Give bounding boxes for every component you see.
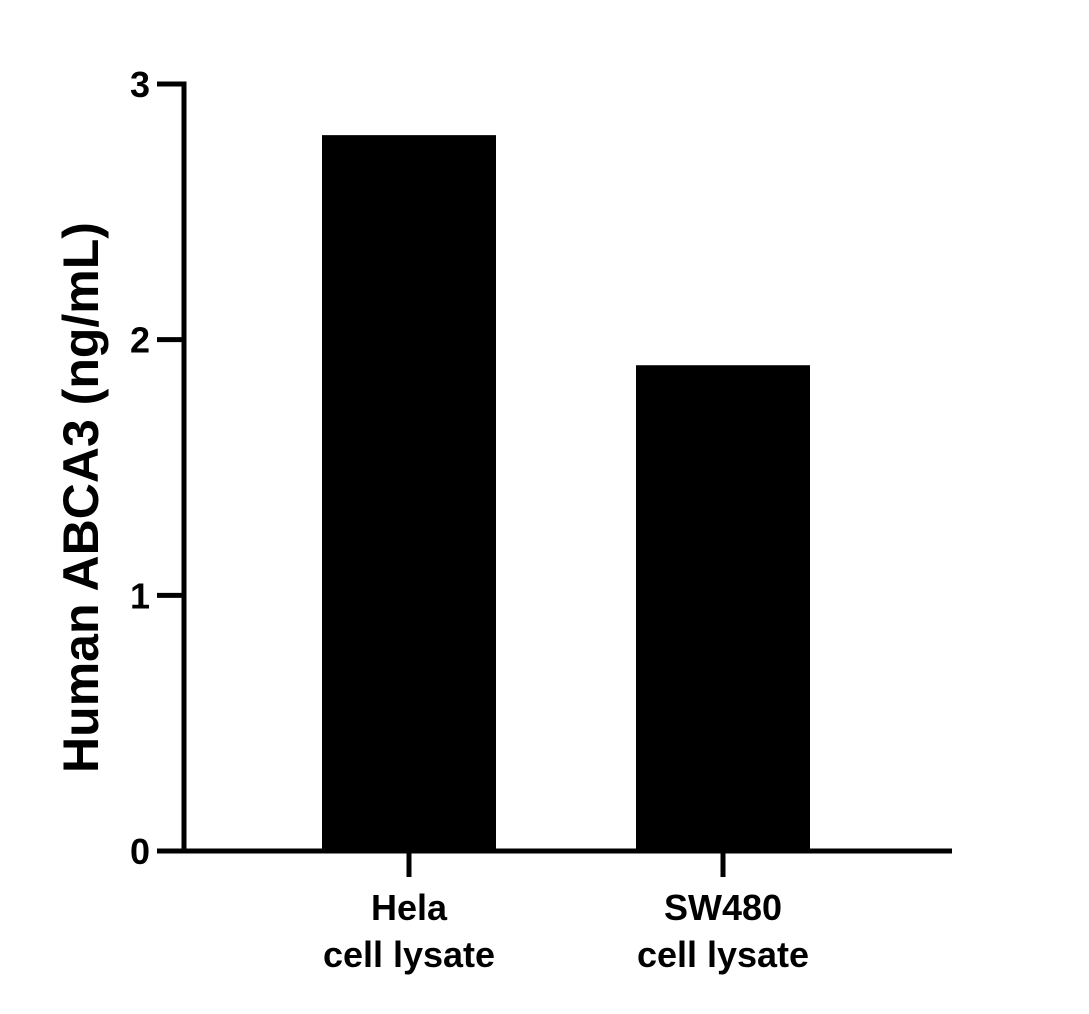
x-tick-label-0: Hela cell lysate — [323, 887, 495, 975]
y-ticks: 0 1 2 3 — [130, 64, 184, 872]
x-ticks: Hela cell lysate SW480 cell lysate — [323, 851, 809, 975]
y-tick-label-0: 0 — [130, 831, 150, 872]
x-tick-label-1: SW480 cell lysate — [637, 887, 809, 975]
bars — [322, 135, 810, 852]
y-tick-label-1: 1 — [130, 575, 150, 616]
y-tick-label-3: 3 — [130, 64, 150, 105]
y-tick-label-2: 2 — [130, 320, 150, 361]
bar-2 — [636, 365, 810, 851]
y-axis-title: Human ABCA3 (ng/mL) — [53, 222, 109, 773]
axes — [181, 81, 952, 854]
bar-1 — [322, 135, 496, 852]
